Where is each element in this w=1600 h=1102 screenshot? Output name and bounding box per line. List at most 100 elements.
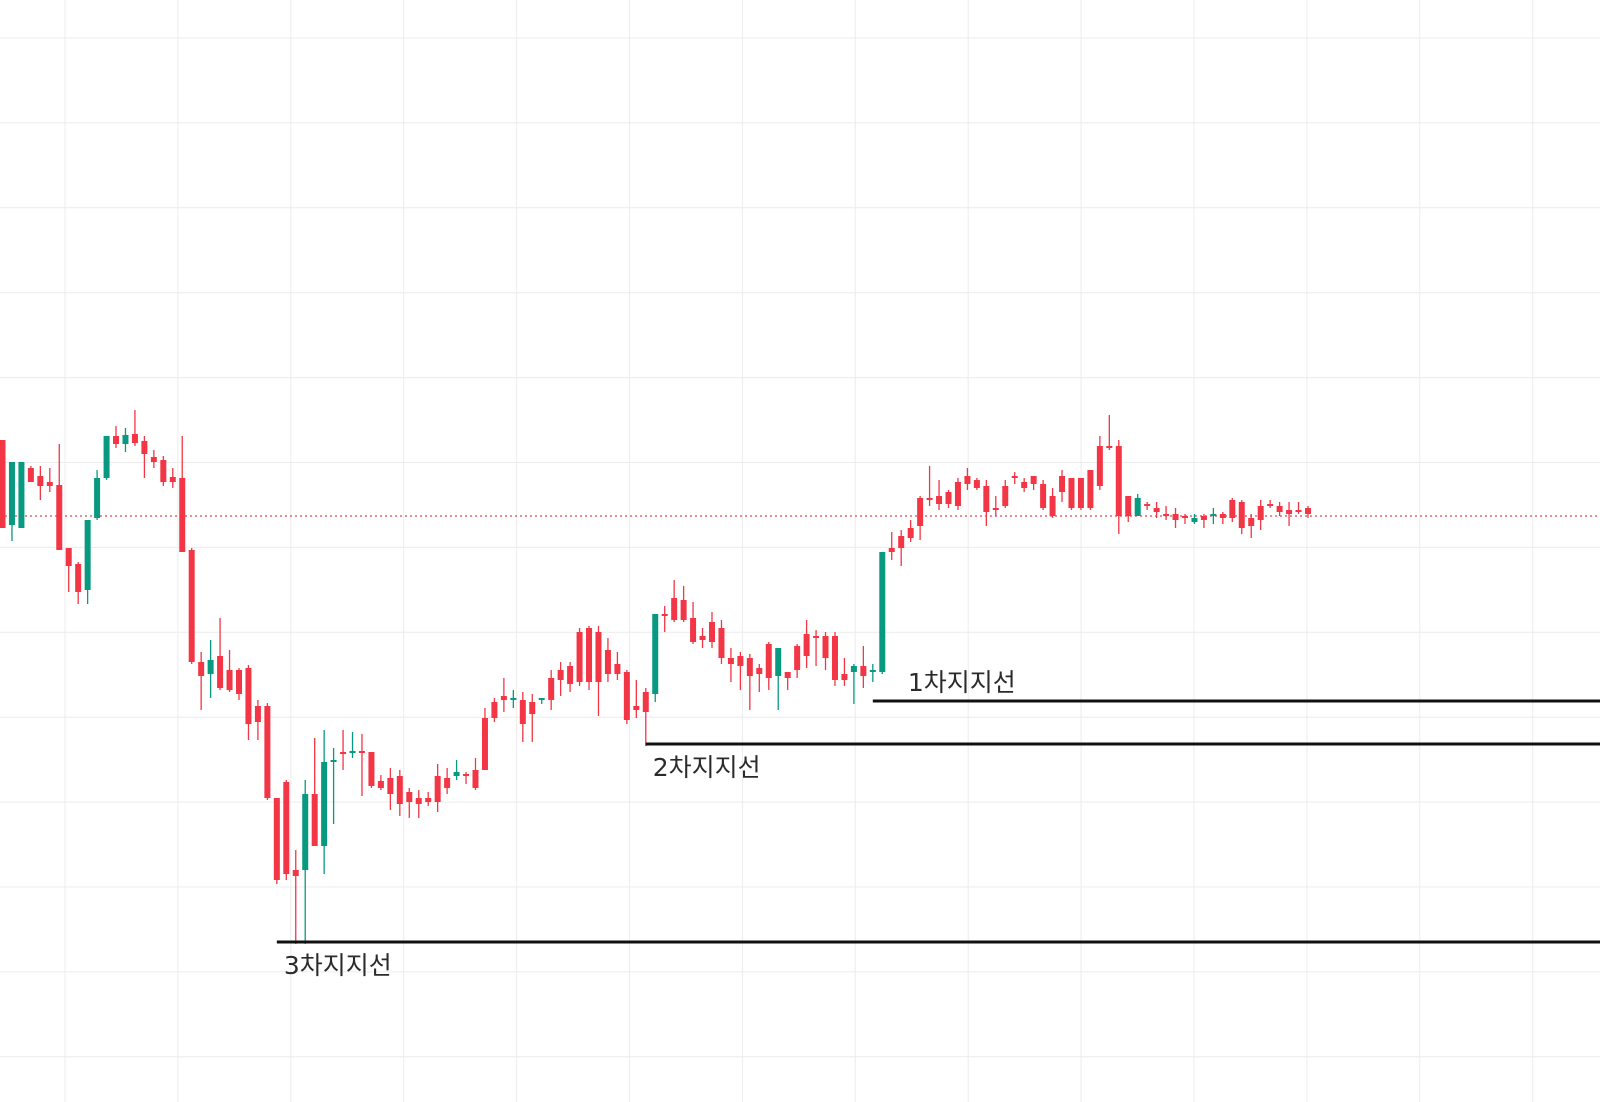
candle-body (84, 520, 91, 590)
candle (56, 444, 63, 550)
candle (94, 470, 101, 520)
candle-body (1219, 514, 1226, 518)
candle-body (1182, 516, 1188, 518)
candle (652, 614, 659, 702)
candle (254, 700, 261, 740)
candle (699, 628, 706, 648)
support-line-label: 2차지지선 (653, 753, 761, 782)
candle-body (557, 670, 564, 680)
candle-body (453, 772, 460, 776)
candle (1286, 502, 1293, 526)
candle-body (425, 798, 432, 802)
candle-body (37, 476, 44, 486)
candle (198, 652, 205, 710)
candle (131, 410, 138, 446)
candle-body (46, 482, 53, 486)
candle (907, 520, 914, 542)
candle-body (103, 436, 110, 478)
candle-body (1304, 508, 1311, 514)
candle-body (595, 632, 602, 682)
candle (794, 644, 801, 678)
candle (103, 436, 110, 480)
candle (160, 456, 167, 486)
candle-body (500, 696, 507, 700)
candle-body (65, 548, 72, 566)
candle-body (879, 552, 886, 672)
candle (1248, 514, 1255, 538)
candle-body (481, 718, 488, 770)
candle-body (396, 776, 403, 804)
candle (813, 630, 820, 666)
candle-body (434, 776, 441, 802)
candle (396, 770, 403, 816)
candle (18, 462, 25, 528)
candle-body (709, 622, 715, 642)
candle (879, 552, 886, 674)
candle-body (1257, 506, 1264, 520)
candle (983, 480, 990, 526)
candle (869, 664, 876, 682)
candle-body (926, 498, 933, 500)
candle-body (1030, 476, 1037, 484)
candle (737, 652, 744, 690)
candle-body (869, 670, 876, 672)
candle (1295, 502, 1302, 514)
candle (330, 748, 337, 824)
candle-body (1144, 504, 1151, 506)
candle (1096, 436, 1103, 490)
candle (642, 688, 649, 746)
candle (803, 620, 810, 668)
candle-body (1191, 518, 1198, 522)
candle-body (75, 564, 82, 592)
support-line-label: 3차지지선 (284, 951, 392, 980)
candle-body (141, 441, 148, 454)
candle-body (1068, 478, 1075, 508)
candle-body (831, 636, 838, 680)
candle (8, 462, 15, 541)
candle-body (292, 870, 299, 876)
candle-body (907, 528, 914, 538)
candle-body (217, 656, 224, 688)
candle (491, 698, 498, 722)
candle-body (529, 702, 536, 714)
candle (1304, 506, 1311, 518)
candle-body (198, 662, 205, 676)
candle (311, 738, 318, 846)
candle-body (519, 700, 526, 724)
candle (954, 478, 961, 510)
candle-body (160, 460, 167, 482)
candle-body (661, 614, 668, 616)
candle (340, 730, 347, 770)
candle-body (387, 778, 394, 794)
candle-body (1011, 476, 1018, 478)
candle (1229, 498, 1236, 522)
candle-body (633, 706, 640, 710)
candle (1030, 476, 1037, 490)
candle-body (652, 614, 659, 694)
candle (1267, 500, 1274, 508)
candle-body (444, 778, 451, 788)
candle-body (992, 508, 999, 510)
candle (1087, 470, 1094, 510)
candle-body (169, 477, 176, 482)
candle-body (56, 485, 63, 550)
candle-body (803, 634, 810, 656)
candle (557, 662, 564, 696)
candle-body (945, 492, 952, 504)
candle-body (273, 798, 280, 880)
candle (387, 768, 394, 810)
candle-body (746, 658, 753, 676)
candle-body (264, 706, 271, 798)
candle-body (604, 650, 611, 674)
candle (349, 732, 356, 758)
candle (680, 586, 687, 622)
candle (822, 632, 829, 670)
candle (453, 760, 460, 780)
candle (576, 628, 583, 686)
candle-body (113, 436, 120, 444)
candle-body (94, 478, 101, 518)
candle (775, 648, 782, 710)
candle (84, 520, 91, 604)
